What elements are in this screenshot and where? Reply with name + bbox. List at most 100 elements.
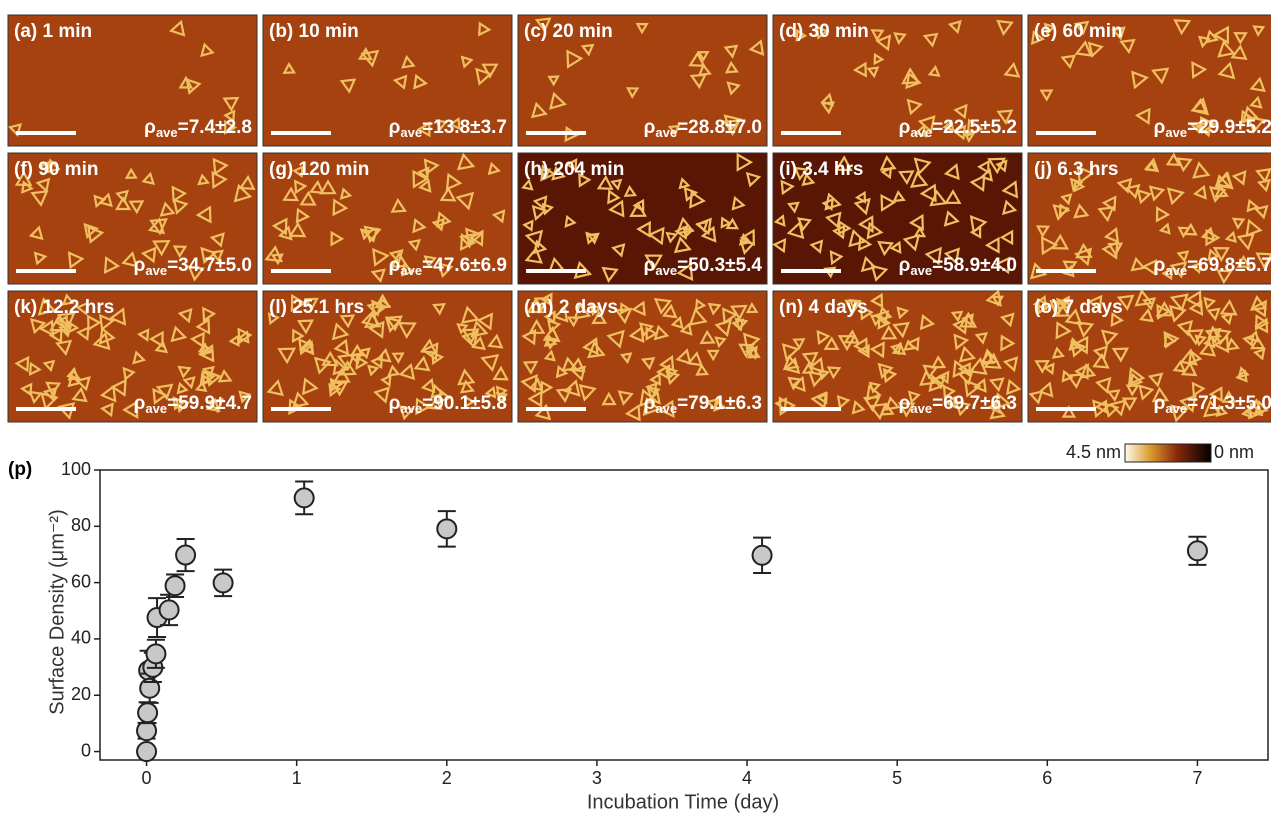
origami-triangle xyxy=(1208,386,1223,403)
origami-triangle xyxy=(177,365,192,379)
origami-triangle xyxy=(103,256,121,275)
origami-triangle xyxy=(124,167,138,179)
origami-triangle xyxy=(435,119,448,132)
rho-sub: ave xyxy=(145,263,167,278)
origami-triangle xyxy=(1121,397,1138,412)
data-point xyxy=(436,518,458,540)
origami-triangle xyxy=(195,317,211,335)
origami-triangle xyxy=(423,255,438,269)
data-point xyxy=(145,643,167,665)
origami-triangle xyxy=(532,195,548,211)
origami-triangle xyxy=(686,351,704,367)
origami-triangle xyxy=(1207,248,1220,262)
colorbar-max: 4.5 nm xyxy=(1066,442,1121,462)
origami-triangle xyxy=(76,326,90,341)
origami-triangle xyxy=(586,232,600,245)
origami-triangle xyxy=(1255,252,1271,269)
origami-triangle xyxy=(1242,333,1255,347)
origami-triangle xyxy=(606,329,625,349)
origami-triangle xyxy=(1055,321,1072,340)
origami-triangle xyxy=(233,183,253,203)
origami-triangle xyxy=(950,310,964,323)
origami-triangle xyxy=(780,179,795,196)
rho-sub: ave xyxy=(1165,125,1187,140)
origami-triangle xyxy=(1198,340,1217,357)
origami-triangle xyxy=(953,103,968,120)
origami-triangle xyxy=(209,232,225,248)
origami-triangle xyxy=(1169,293,1189,312)
origami-triangle xyxy=(739,239,756,255)
origami-triangle xyxy=(1216,269,1233,285)
origami-triangle xyxy=(1204,327,1222,344)
origami-triangle xyxy=(1134,107,1151,125)
density-label: ρave=79.1±6.3 xyxy=(644,393,762,416)
density-label: ρave=13.8±3.7 xyxy=(389,117,507,140)
origami-triangle xyxy=(723,114,743,133)
origami-triangle xyxy=(197,173,210,186)
origami-triangle xyxy=(565,158,578,172)
origami-triangle xyxy=(397,321,417,340)
data-point xyxy=(139,677,161,699)
origami-triangle xyxy=(889,240,902,255)
origami-triangle xyxy=(87,314,102,332)
origami-triangle xyxy=(1197,35,1211,49)
origami-triangle xyxy=(282,186,300,202)
origami-triangle xyxy=(675,348,692,365)
origami-triangle xyxy=(957,369,975,386)
origami-triangle xyxy=(1155,206,1171,223)
origami-triangle xyxy=(1204,29,1220,44)
origami-triangle xyxy=(538,168,552,180)
origami-triangle xyxy=(773,214,786,227)
afm-image xyxy=(262,14,513,147)
origami-triangle xyxy=(336,353,356,371)
origami-triangle xyxy=(1156,303,1171,321)
origami-triangle xyxy=(1073,20,1090,36)
origami-triangle xyxy=(607,189,621,205)
origami-triangle xyxy=(527,390,543,408)
origami-triangle xyxy=(415,397,432,416)
origami-triangle xyxy=(601,391,617,406)
origami-triangle xyxy=(202,306,217,323)
origami-triangle xyxy=(1249,335,1266,350)
origami-triangle xyxy=(217,369,233,383)
origami-triangle xyxy=(869,292,884,309)
density-value: =79.1±6.3 xyxy=(677,393,762,414)
origami-triangle xyxy=(744,345,758,360)
origami-triangle xyxy=(996,109,1014,125)
rho-sub: ave xyxy=(400,263,422,278)
origami-triangle xyxy=(455,191,475,211)
panel-label: (a) 1 min xyxy=(14,21,92,42)
origami-triangle xyxy=(1246,115,1266,134)
origami-triangle xyxy=(475,67,493,86)
origami-triangle xyxy=(33,251,48,266)
origami-triangle xyxy=(678,177,691,190)
panel-label: (l) 25.1 hrs xyxy=(269,297,364,318)
density-label: ρave=59.9±4.7 xyxy=(134,393,252,416)
rho: ρ xyxy=(644,255,656,276)
origami-triangle xyxy=(1087,41,1104,58)
origami-triangle xyxy=(20,180,34,194)
origami-triangle xyxy=(952,317,968,335)
rho: ρ xyxy=(134,393,146,414)
origami-triangle xyxy=(420,377,436,394)
origami-triangle xyxy=(907,390,921,404)
origami-triangle xyxy=(1051,346,1065,359)
origami-triangle xyxy=(619,302,632,315)
origami-triangle xyxy=(942,384,957,400)
origami-triangle xyxy=(1170,404,1189,423)
rho: ρ xyxy=(899,255,911,276)
origami-triangle xyxy=(801,172,816,187)
origami-triangle xyxy=(152,387,168,405)
origami-triangle xyxy=(110,378,127,397)
origami-triangle xyxy=(875,34,892,52)
origami-triangle xyxy=(1237,366,1250,379)
origami-triangle xyxy=(1176,157,1193,173)
origami-triangle xyxy=(1163,333,1177,348)
origami-triangle xyxy=(844,299,862,316)
density-value: =50.3±5.4 xyxy=(677,255,762,276)
data-point xyxy=(137,702,159,724)
origami-triangle xyxy=(580,43,595,57)
origami-triangle xyxy=(987,157,1007,175)
origami-triangle xyxy=(75,301,89,316)
origami-triangle xyxy=(566,49,584,69)
